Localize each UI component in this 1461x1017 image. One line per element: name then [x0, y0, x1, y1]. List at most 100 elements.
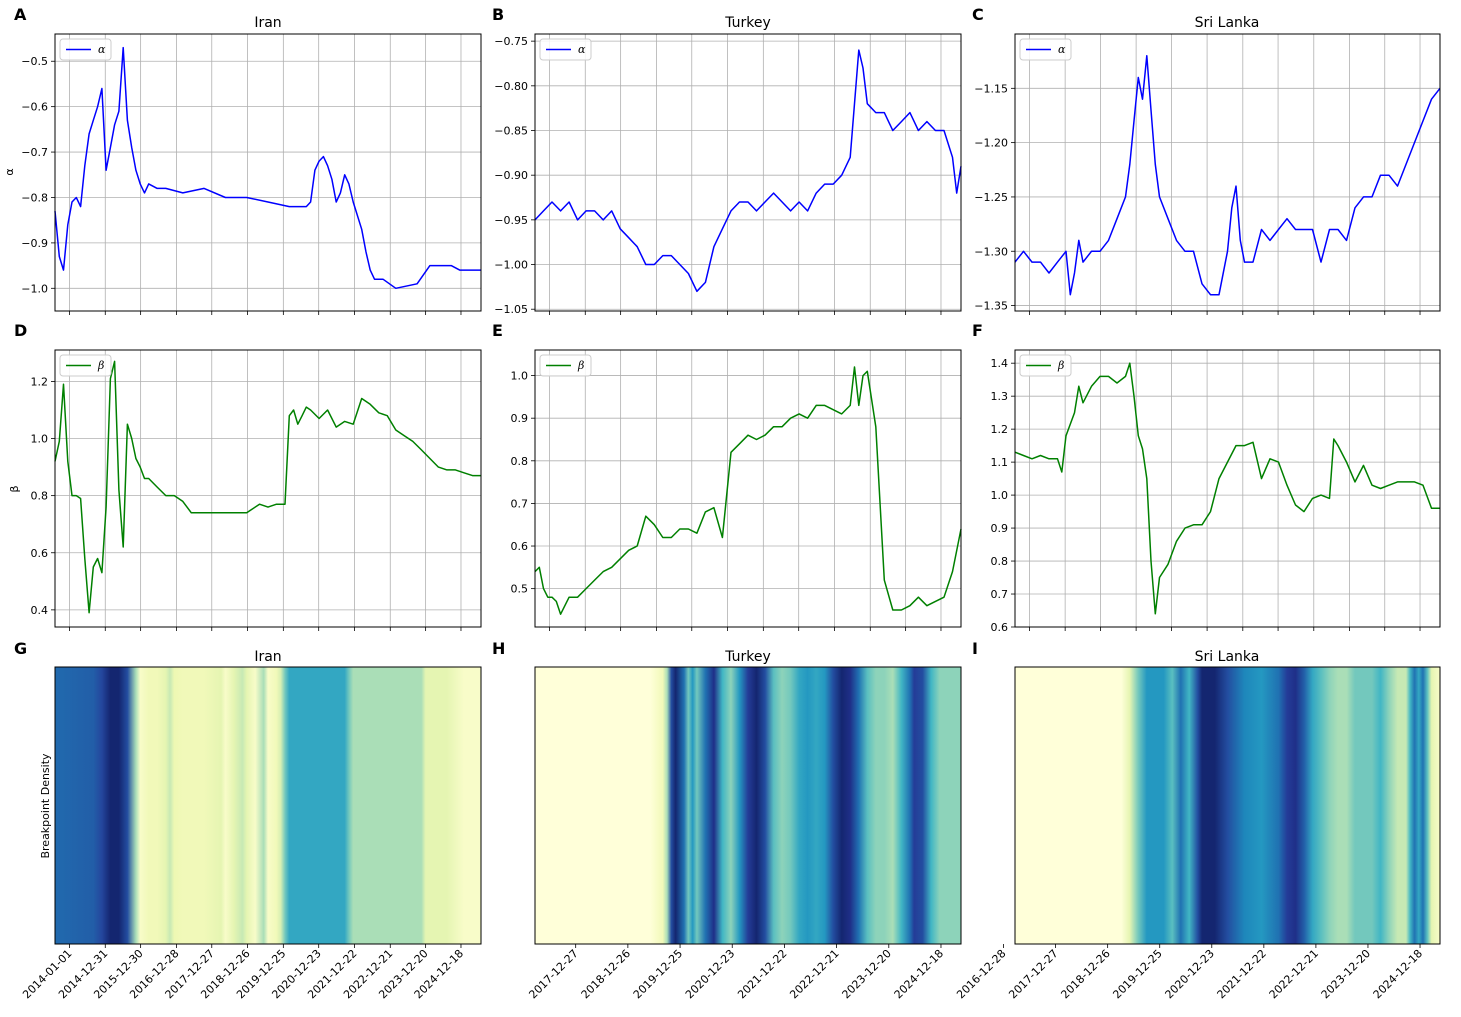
panel-i-xtick-label: 2019-12-25	[1110, 947, 1164, 1001]
panel-f-series-line	[1014, 362, 1440, 615]
panel-a-ytick-label: −0.5	[21, 55, 48, 68]
panel-a-legend: α	[59, 38, 112, 61]
panel-h-xtick-label: 2017-12-27	[526, 947, 580, 1001]
panel-letter-b: B	[492, 5, 504, 24]
panel-h-xtick-label: 2022-12-21	[787, 947, 841, 1001]
panel-a-frame	[54, 33, 482, 312]
panel-b-ytick-label: −1.05	[494, 303, 528, 316]
panel-h-xtick-label: 2021-12-22	[735, 947, 789, 1001]
panel-i-xtick-label: 2020-12-23	[1163, 947, 1217, 1001]
panel-i-xtick-label: 2017-12-27	[1006, 947, 1060, 1001]
panel-letter-i: I	[972, 639, 978, 658]
panel-i-title: Sri Lanka	[1195, 649, 1260, 665]
panel-i-frame	[1014, 666, 1441, 945]
panel-e-legend: β	[539, 354, 592, 377]
panel-i-xtick-label: 2024-12-18	[1371, 947, 1425, 1001]
panel-c-legend-label: α	[1058, 43, 1066, 56]
panel-e-ytick-label: 0.6	[511, 540, 529, 553]
panel-b-title: Turkey	[724, 15, 771, 31]
panel-i-xtick-label: 2021-12-22	[1215, 947, 1269, 1001]
panel-a-title: Iran	[254, 15, 281, 31]
panel-f-ytick-label: 0.7	[991, 588, 1009, 601]
panel-g-ylabel: Breakpoint Density	[39, 753, 52, 859]
panel-h-xtick-label: 2020-12-23	[683, 947, 737, 1001]
panel-g-density-strip	[55, 667, 481, 944]
panel-b-ytick-label: −0.95	[494, 214, 528, 227]
panel-a-ytick-label: −0.9	[21, 237, 48, 250]
panel-h-frame	[534, 666, 962, 945]
panel-f-ytick-label: 1.2	[991, 423, 1009, 436]
panel-e-ytick-label: 1.0	[511, 370, 529, 383]
panel-b-ytick-label: −0.90	[494, 169, 528, 182]
panel-i-xtick-label: 2016-12-28	[954, 947, 1008, 1001]
panel-letter-e: E	[492, 321, 503, 340]
panel-d-ytick-label: 1.0	[31, 433, 49, 446]
panel-letter-h: H	[492, 639, 505, 658]
panel-c-plot: −1.15 −1.20 −1.25 −1.30 −1.35 α	[974, 33, 1441, 315]
panel-d-legend-label: β	[97, 359, 104, 372]
panel-d-ytick-label: 0.8	[31, 490, 49, 503]
panel-i-xtick-label: 2023-12-20	[1319, 947, 1373, 1001]
panel-d-frame	[54, 349, 482, 628]
panel-a-ytick-label: −0.7	[21, 146, 48, 159]
panel-letter-c: C	[972, 5, 984, 24]
panel-e-series-line	[534, 366, 962, 615]
panel-letter-d: D	[14, 321, 27, 340]
panel-e-ytick-label: 0.8	[511, 455, 529, 468]
panel-h-density-strip	[535, 667, 961, 944]
panel-c-ytick-label: −1.30	[974, 245, 1008, 258]
panel-g-frame	[54, 666, 482, 945]
panel-g-title: Iran	[254, 649, 281, 665]
panel-a-series-line	[54, 46, 481, 290]
panel-b-ytick-label: −0.85	[494, 125, 528, 138]
panel-b-ytick-label: −1.00	[494, 259, 528, 272]
panel-h-xtick-label: 2018-12-26	[579, 947, 633, 1001]
panel-c-title: Sri Lanka	[1195, 15, 1260, 31]
panel-a-ytick-label: −0.6	[21, 101, 48, 114]
panel-f-ytick-label: 1.3	[991, 390, 1009, 403]
panel-f-legend: β	[1019, 354, 1072, 377]
panel-f-ytick-label: 1.4	[991, 357, 1009, 370]
panel-d-ytick-label: 0.4	[31, 604, 49, 617]
panel-letter-a: A	[14, 5, 27, 24]
panel-d-ytick-label: 0.6	[31, 547, 49, 560]
panel-f-plot: 0.6 0.7 0.8 0.9 1.0 1.1 1.2 1.3 1.4 β	[991, 349, 1441, 634]
panel-d-series-line	[54, 360, 481, 614]
panel-a-ylabel: α	[3, 168, 16, 175]
panel-c-ytick-label: −1.25	[974, 191, 1008, 204]
panel-a-plot: −0.5 −0.6 −0.7 −0.8 −0.9 −1.0 α	[21, 33, 482, 315]
panel-e-ytick-label: 0.9	[511, 412, 529, 425]
panel-c-legend: α	[1019, 38, 1072, 61]
panel-d-legend: β	[59, 354, 112, 377]
panel-b-ytick-label: −0.80	[494, 80, 528, 93]
panel-f-legend-label: β	[1057, 359, 1064, 372]
panel-b-legend: α	[539, 38, 592, 61]
panel-d-ylabel: β	[8, 485, 21, 492]
panel-i-density-strip	[1015, 667, 1440, 944]
panel-d-ytick-label: 1.2	[31, 375, 49, 388]
panel-letter-f: F	[972, 321, 983, 340]
panel-b-plot: −0.75 −0.80 −0.85 −0.90 −0.95 −1.00 −1.05 α	[494, 33, 962, 316]
panel-h-xtick-label: 2023-12-20	[840, 947, 894, 1001]
panel-b-frame	[534, 33, 962, 312]
panel-b-ytick-label: −0.75	[494, 35, 528, 48]
panel-f-frame	[1014, 349, 1441, 628]
panel-c-ytick-label: −1.20	[974, 137, 1008, 150]
panel-c-ytick-label: −1.35	[974, 300, 1008, 313]
panel-a-legend-label: α	[98, 43, 106, 56]
panel-f-ytick-label: 0.9	[991, 522, 1009, 535]
panel-e-ytick-label: 0.7	[511, 497, 529, 510]
panel-b-legend-label: α	[578, 43, 586, 56]
panel-h-xtick-label: 2024-12-18	[892, 947, 946, 1001]
panel-e-legend-label: β	[577, 359, 584, 372]
panel-g-plot: 2014-01-012014-12-312015-12-302016-12-28…	[20, 666, 482, 1001]
panel-f-ytick-label: 1.0	[991, 489, 1009, 502]
panel-f-ytick-label: 1.1	[991, 456, 1009, 469]
panel-e-frame	[534, 349, 962, 628]
panel-h-title: Turkey	[724, 649, 771, 665]
panel-c-series-line	[1014, 54, 1441, 296]
panel-letter-g: G	[14, 639, 27, 658]
panel-e-plot: 0.5 0.6 0.7 0.8 0.9 1.0 β	[511, 349, 962, 631]
panel-f-ytick-label: 0.8	[991, 555, 1009, 568]
